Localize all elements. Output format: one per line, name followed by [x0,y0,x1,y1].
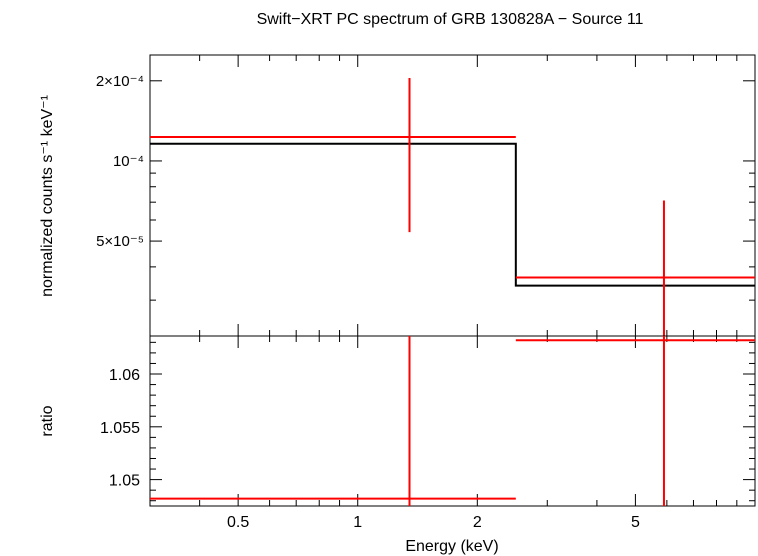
spectrum-ticks: 2×10⁻⁴ 10⁻⁴ 5×10⁻⁵ [96,55,755,336]
x-axis-label: Energy (keV) [405,538,498,555]
model-step-line [150,142,755,287]
ratio-panel-frame [149,335,756,507]
ratio-panel: ratio 0.5 1 2 5 1.05 1.055 1.06 [39,335,756,531]
ratio-y-tick-label: 1.05 [109,473,140,490]
spectrum-panel: normalized counts s⁻¹ keV⁻¹ 2×10⁻⁴ 10⁻⁴ 5×… [39,54,756,337]
spectrum-y-tick-label: 2×10⁻⁴ [96,73,144,90]
x-tick-label: 0.5 [227,514,249,531]
spectrum-y-tick-label: 5×10⁻⁵ [96,233,144,250]
spectrum-y-tick-label: 10⁻⁴ [113,153,144,170]
ratio-y-tick-label: 1.06 [109,367,140,384]
chart-title: Swift−XRT PC spectrum of GRB 130828A − S… [257,11,644,28]
spectrum-y-axis-label: normalized counts s⁻¹ keV⁻¹ [39,95,56,297]
x-tick-label: 1 [353,514,362,531]
x-tick-label: 5 [631,514,640,531]
x-tick-label: 2 [473,514,482,531]
ratio-y-tick-label: 1.055 [100,420,140,437]
spectrum-marks [150,77,755,336]
ratio-marks [150,336,755,506]
ratio-y-axis-label: ratio [39,405,56,436]
ratio-ticks: 0.5 1 2 5 1.05 1.055 1.06 [100,336,755,531]
